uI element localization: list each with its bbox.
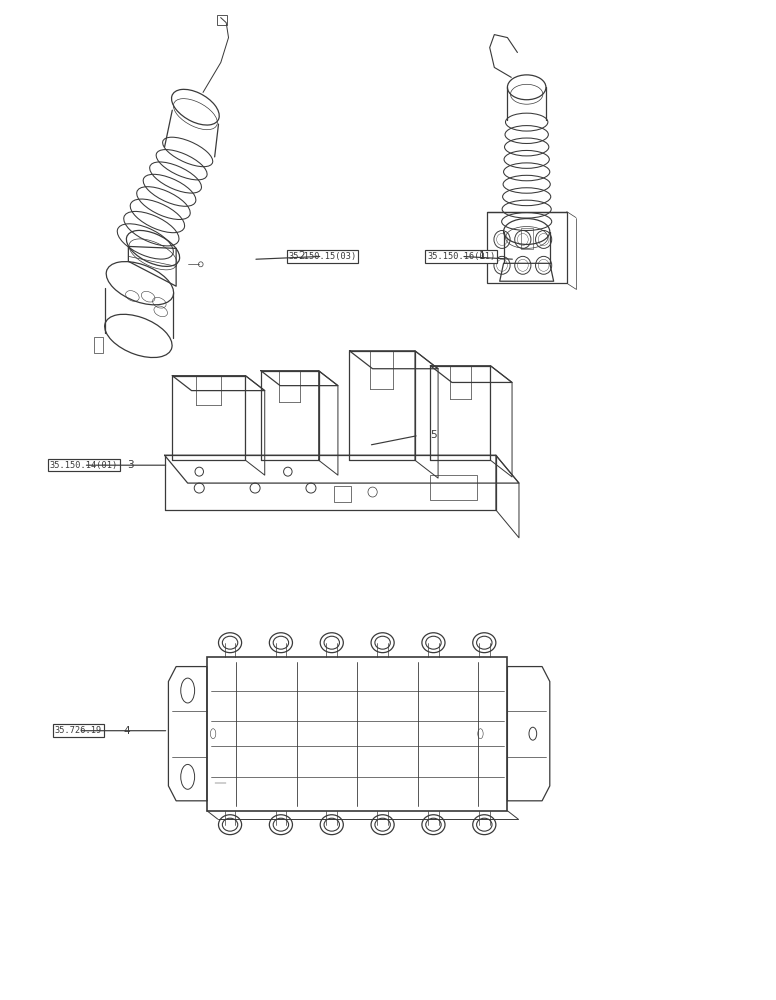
Text: 5: 5 [431,430,437,440]
Bar [334,486,351,502]
Bar [217,15,227,25]
Text: 35.726.19: 35.726.19 [54,726,102,735]
Text: 35.150.16(01): 35.150.16(01) [427,252,495,261]
Text: 3: 3 [126,460,133,470]
Text: 2: 2 [298,251,305,261]
Bar [487,212,566,283]
Bar [94,337,103,353]
Text: 35.150.15(03): 35.150.15(03) [289,252,357,261]
Bar [521,228,533,249]
Bar [207,657,508,811]
Text: 4: 4 [123,726,130,736]
Text: 35.150.14(01): 35.150.14(01) [50,461,118,470]
Bar [431,475,476,500]
Text: 1: 1 [479,251,486,261]
